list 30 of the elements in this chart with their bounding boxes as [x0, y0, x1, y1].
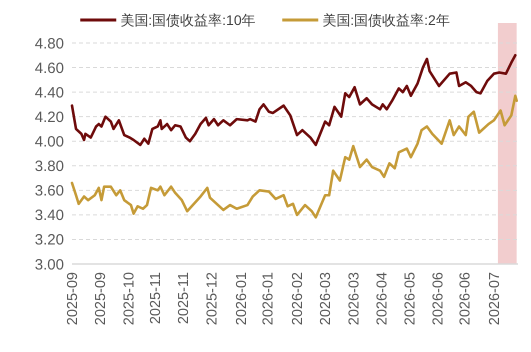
y-tick-label: 4.40: [34, 84, 64, 102]
y-tick-label: 3.60: [34, 182, 64, 200]
x-tick-label: 2025-09: [65, 272, 82, 326]
line-series: [70, 94, 518, 219]
y-tick-label: 4.80: [34, 35, 64, 52]
legend-label: 美国:国债收益率:2年: [322, 12, 450, 28]
x-tick-label: 2025-11: [148, 272, 164, 324]
x-tick-label: 2026-01: [234, 272, 250, 326]
x-tick-label: 2026-03: [346, 272, 362, 326]
y-tick-label: 3.20: [34, 232, 64, 249]
legend-label: 美国:国债收益率:10年: [120, 12, 256, 28]
y-tick-label: 4.20: [34, 108, 64, 126]
x-tick-label: 2026-07: [486, 272, 503, 326]
line-series: [70, 54, 517, 146]
x-tick-label: 2026-05: [402, 272, 419, 326]
x-tick-label: 2025-10: [121, 272, 138, 326]
y-tick-label: 3.80: [34, 158, 64, 176]
y-tick-label: 4.60: [34, 60, 64, 77]
y-tick-label: 3.00: [34, 256, 64, 274]
x-tick-label: 2025-12: [204, 272, 220, 326]
x-tick-label: 2026-03: [318, 272, 334, 326]
x-tick-label: 2026-01: [260, 272, 277, 326]
y-tick-label: 3.40: [34, 207, 64, 224]
y-tick-label: 4.00: [34, 133, 64, 150]
x-tick-label: 2026-06: [458, 272, 474, 326]
x-tick-label: 2025-09: [93, 272, 110, 326]
x-tick-label: 2025-11: [176, 272, 192, 324]
x-tick-label: 2026-06: [430, 272, 447, 326]
x-tick-label: 2026-04: [374, 272, 390, 326]
x-tick-label: 2026-02: [290, 272, 306, 326]
